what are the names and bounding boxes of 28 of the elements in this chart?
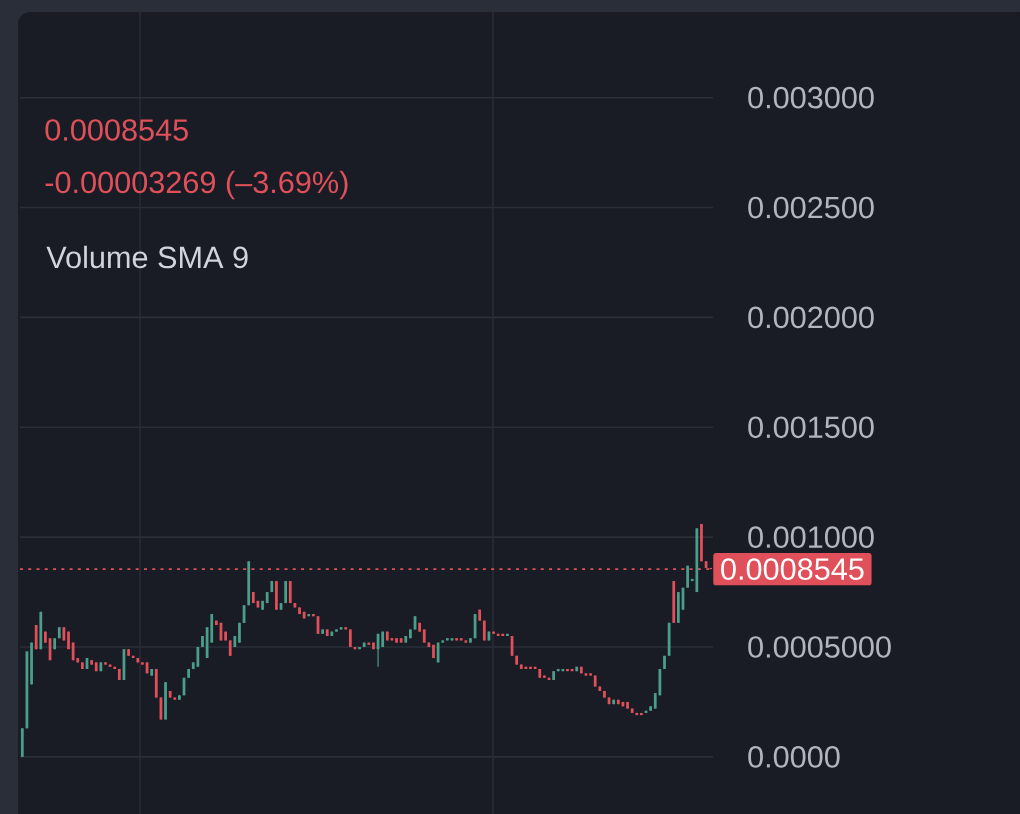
candlestick (196, 646, 200, 668)
annotation: -0.00003269 (–3.69%) (45, 170, 348, 200)
y-tick-label: 0.0000 (748, 746, 840, 768)
y-tick-label: 0.003000 (748, 86, 874, 109)
candlestick (372, 642, 375, 650)
y-tick-label: 0.001500 (748, 416, 874, 439)
candlestick (141, 661, 144, 666)
y-tick-label: 0.0005000 (748, 636, 891, 658)
candlestick (358, 646, 361, 650)
candlestick (603, 690, 606, 699)
ref-line-label: 0.0008545 (721, 558, 864, 580)
candlestick (261, 600, 264, 611)
annotation: Volume SMA 9 (46, 245, 248, 269)
y-tick-label: 0.001000 (748, 526, 874, 548)
candlestick (469, 637, 472, 644)
candlestick (506, 633, 509, 637)
candlestick (492, 631, 495, 635)
candlestick (104, 661, 107, 666)
candlestick (298, 606, 301, 615)
candlestick (67, 631, 70, 650)
y-tick-label: 0.002500 (748, 196, 874, 219)
annotation: 0.0008545 (45, 119, 188, 141)
candlestick (529, 666, 532, 670)
candlestick (335, 628, 338, 633)
candlestick (395, 637, 398, 644)
candlestick (566, 668, 569, 672)
y-tick-label: 0.002000 (748, 306, 874, 329)
candlestick (626, 701, 629, 710)
